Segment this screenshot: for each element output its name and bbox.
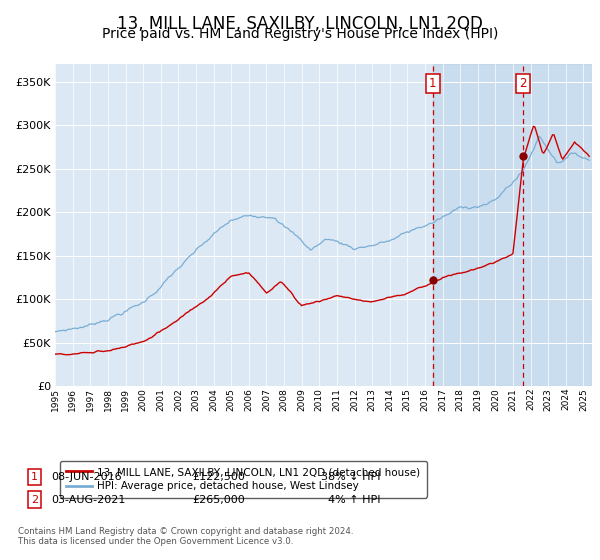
Text: 2: 2 xyxy=(31,494,38,505)
Text: 38% ↓ HPI: 38% ↓ HPI xyxy=(321,472,380,482)
Text: 13, MILL LANE, SAXILBY, LINCOLN, LN1 2QD: 13, MILL LANE, SAXILBY, LINCOLN, LN1 2QD xyxy=(117,15,483,32)
Legend: 13, MILL LANE, SAXILBY, LINCOLN, LN1 2QD (detached house), HPI: Average price, d: 13, MILL LANE, SAXILBY, LINCOLN, LN1 2QD… xyxy=(60,461,427,497)
Text: Price paid vs. HM Land Registry's House Price Index (HPI): Price paid vs. HM Land Registry's House … xyxy=(102,27,498,41)
Text: Contains HM Land Registry data © Crown copyright and database right 2024.
This d: Contains HM Land Registry data © Crown c… xyxy=(18,526,353,546)
Text: 2: 2 xyxy=(520,77,527,90)
Text: 08-JUN-2016: 08-JUN-2016 xyxy=(51,472,122,482)
Text: 03-AUG-2021: 03-AUG-2021 xyxy=(51,494,125,505)
Bar xyxy=(433,64,592,386)
Text: 1: 1 xyxy=(31,472,38,482)
Text: 1: 1 xyxy=(429,77,436,90)
Text: 4% ↑ HPI: 4% ↑ HPI xyxy=(321,494,380,505)
Text: £122,500: £122,500 xyxy=(192,472,245,482)
Text: £265,000: £265,000 xyxy=(192,494,245,505)
